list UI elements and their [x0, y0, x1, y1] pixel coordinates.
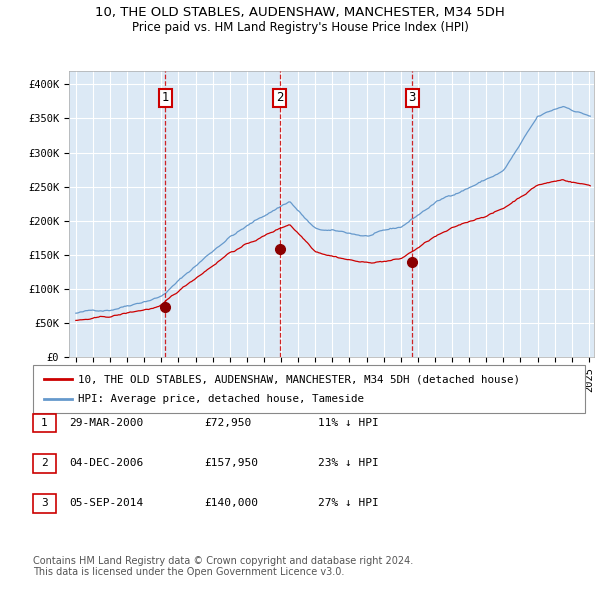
Text: Contains HM Land Registry data © Crown copyright and database right 2024.
This d: Contains HM Land Registry data © Crown c… [33, 556, 413, 578]
Text: 3: 3 [41, 499, 48, 508]
Text: 27% ↓ HPI: 27% ↓ HPI [318, 499, 379, 508]
Text: 29-MAR-2000: 29-MAR-2000 [69, 418, 143, 428]
Text: Price paid vs. HM Land Registry's House Price Index (HPI): Price paid vs. HM Land Registry's House … [131, 21, 469, 34]
Text: 04-DEC-2006: 04-DEC-2006 [69, 458, 143, 468]
Text: £140,000: £140,000 [204, 499, 258, 508]
Text: 10, THE OLD STABLES, AUDENSHAW, MANCHESTER, M34 5DH (detached house): 10, THE OLD STABLES, AUDENSHAW, MANCHEST… [78, 374, 520, 384]
Text: 3: 3 [409, 91, 416, 104]
Text: 1: 1 [161, 91, 169, 104]
Text: 23% ↓ HPI: 23% ↓ HPI [318, 458, 379, 468]
Text: 2: 2 [276, 91, 283, 104]
Text: 05-SEP-2014: 05-SEP-2014 [69, 499, 143, 508]
Text: 1: 1 [41, 418, 48, 428]
Text: £72,950: £72,950 [204, 418, 251, 428]
Text: HPI: Average price, detached house, Tameside: HPI: Average price, detached house, Tame… [78, 395, 364, 405]
Text: 10, THE OLD STABLES, AUDENSHAW, MANCHESTER, M34 5DH: 10, THE OLD STABLES, AUDENSHAW, MANCHEST… [95, 6, 505, 19]
Text: 11% ↓ HPI: 11% ↓ HPI [318, 418, 379, 428]
Text: £157,950: £157,950 [204, 458, 258, 468]
Text: 2: 2 [41, 458, 48, 468]
